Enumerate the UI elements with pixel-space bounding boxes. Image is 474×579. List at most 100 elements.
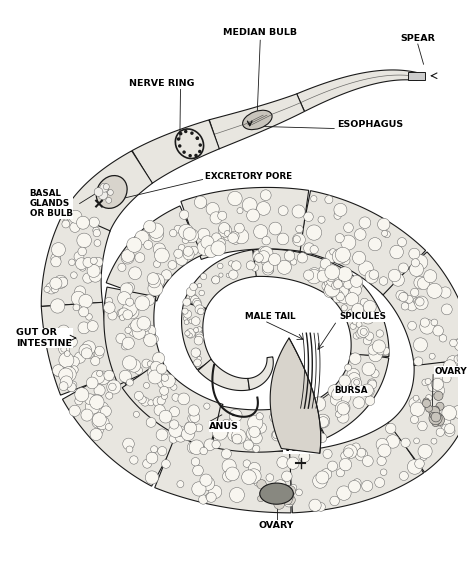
Circle shape	[313, 401, 320, 408]
Circle shape	[192, 298, 201, 307]
Circle shape	[183, 298, 191, 306]
Circle shape	[210, 212, 222, 224]
Circle shape	[148, 400, 154, 406]
Circle shape	[135, 367, 143, 375]
Text: VULVA: VULVA	[283, 444, 318, 453]
Circle shape	[232, 413, 239, 421]
Circle shape	[81, 409, 93, 421]
Circle shape	[350, 284, 362, 296]
Circle shape	[310, 398, 324, 412]
Circle shape	[454, 339, 466, 351]
Polygon shape	[382, 252, 474, 365]
Circle shape	[262, 264, 273, 275]
Circle shape	[333, 294, 342, 303]
Circle shape	[153, 397, 163, 406]
Circle shape	[169, 424, 182, 437]
Circle shape	[457, 362, 466, 371]
Circle shape	[69, 381, 77, 389]
Circle shape	[426, 405, 432, 412]
Circle shape	[162, 460, 170, 468]
Circle shape	[277, 490, 290, 503]
Circle shape	[125, 306, 135, 317]
Circle shape	[324, 285, 337, 298]
Circle shape	[332, 281, 340, 290]
Circle shape	[161, 270, 172, 280]
Circle shape	[284, 497, 294, 507]
Circle shape	[201, 273, 207, 280]
Circle shape	[141, 397, 149, 406]
Circle shape	[410, 262, 424, 276]
Circle shape	[122, 337, 134, 349]
Circle shape	[325, 282, 340, 297]
Circle shape	[174, 225, 182, 233]
Circle shape	[365, 387, 374, 396]
Circle shape	[90, 395, 104, 409]
Text: BURSA: BURSA	[334, 386, 368, 395]
Circle shape	[206, 492, 216, 503]
Circle shape	[46, 283, 57, 294]
Circle shape	[368, 237, 382, 251]
Circle shape	[172, 394, 180, 401]
Circle shape	[366, 312, 374, 320]
Circle shape	[109, 383, 116, 391]
Circle shape	[123, 310, 133, 320]
Circle shape	[97, 371, 110, 384]
Circle shape	[410, 416, 419, 424]
Circle shape	[229, 409, 242, 422]
Text: MALE TAIL: MALE TAIL	[245, 313, 295, 321]
Circle shape	[332, 249, 347, 264]
Polygon shape	[211, 401, 325, 452]
Circle shape	[304, 243, 315, 254]
Circle shape	[170, 229, 177, 237]
Circle shape	[261, 256, 271, 266]
Circle shape	[186, 287, 195, 296]
Circle shape	[69, 357, 79, 367]
Circle shape	[190, 413, 200, 423]
Circle shape	[342, 378, 348, 385]
Circle shape	[305, 411, 320, 426]
Circle shape	[143, 459, 152, 468]
Circle shape	[170, 420, 179, 429]
Circle shape	[199, 495, 208, 504]
Circle shape	[148, 276, 160, 288]
Circle shape	[465, 334, 471, 341]
Circle shape	[184, 422, 197, 434]
Circle shape	[119, 315, 125, 321]
Circle shape	[356, 321, 362, 327]
Circle shape	[337, 486, 351, 500]
Circle shape	[125, 283, 135, 292]
Circle shape	[102, 186, 109, 193]
Polygon shape	[209, 94, 304, 149]
Circle shape	[107, 380, 121, 394]
Circle shape	[343, 382, 355, 394]
Circle shape	[184, 130, 187, 133]
Circle shape	[247, 415, 263, 431]
Circle shape	[346, 292, 359, 306]
Polygon shape	[41, 211, 110, 306]
Circle shape	[195, 334, 204, 343]
Circle shape	[148, 370, 162, 384]
Circle shape	[457, 350, 472, 365]
Circle shape	[144, 295, 155, 306]
Circle shape	[388, 269, 401, 282]
Polygon shape	[388, 360, 474, 472]
Circle shape	[463, 373, 474, 387]
Circle shape	[325, 265, 340, 280]
Circle shape	[260, 190, 271, 200]
Circle shape	[169, 406, 180, 417]
Circle shape	[285, 495, 295, 505]
Polygon shape	[63, 369, 181, 486]
Circle shape	[429, 406, 440, 417]
Circle shape	[246, 469, 261, 483]
Circle shape	[105, 297, 112, 305]
Circle shape	[206, 203, 219, 215]
Circle shape	[335, 233, 344, 243]
Circle shape	[310, 245, 318, 254]
Circle shape	[175, 431, 186, 442]
Circle shape	[69, 210, 82, 223]
Circle shape	[153, 243, 165, 255]
Circle shape	[104, 371, 114, 380]
Circle shape	[197, 199, 206, 208]
Circle shape	[187, 333, 192, 338]
Circle shape	[122, 302, 137, 317]
